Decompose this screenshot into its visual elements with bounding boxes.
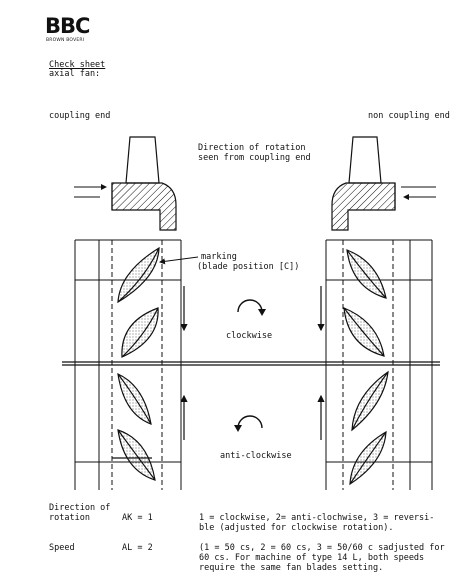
anti-clockwise-arrow-icon bbox=[234, 415, 263, 432]
direction-caption-line1: Direction of rotation bbox=[198, 143, 306, 153]
row2-desc-line2: 60 cs. For machine of type 14 L, both sp… bbox=[199, 553, 425, 563]
non-coupling-end-label: non coupling end bbox=[368, 111, 450, 121]
row2-name: Speed bbox=[49, 543, 75, 553]
marking-leader bbox=[159, 256, 199, 265]
right-hub bbox=[331, 136, 396, 231]
left-hub bbox=[111, 136, 177, 231]
check-sheet-title: Check sheet bbox=[49, 60, 106, 70]
row1-desc-line2: ble (adjusted for clockwise rotation). bbox=[199, 523, 394, 533]
row1-name-line1: Direction of bbox=[49, 503, 111, 513]
row1-code: AK = 1 bbox=[122, 513, 153, 523]
check-sheet-subtitle: axial fan: bbox=[49, 69, 101, 79]
row2-code: AL = 2 bbox=[122, 543, 153, 553]
clockwise-arrow-icon bbox=[237, 299, 266, 316]
bbc-logo-subtext: BROWN BOVERI bbox=[46, 38, 85, 43]
direction-caption-line2: seen from coupling end bbox=[198, 153, 311, 163]
marking-label-line1: marking bbox=[201, 252, 237, 262]
clockwise-label: clockwise bbox=[226, 331, 273, 341]
coupling-end-label: coupling end bbox=[49, 111, 111, 121]
row1-desc-line1: 1 = clockwise, 2= anti-clochwise, 3 = re… bbox=[199, 513, 435, 523]
row2-desc-line3: require the same fan blades setting. bbox=[199, 563, 384, 573]
row2-desc-line1: (1 = 50 cs, 2 = 60 cs, 3 = 50/60 c sadju… bbox=[199, 543, 445, 553]
anti-clockwise-label: anti-clockwise bbox=[220, 451, 292, 461]
row1-name-line2: rotation bbox=[49, 513, 90, 523]
blade-icon bbox=[112, 246, 160, 481]
bbc-logo: BBC bbox=[45, 14, 90, 38]
blade-icon bbox=[343, 249, 389, 486]
marking-label-line2: (blade position [C]) bbox=[197, 262, 300, 272]
